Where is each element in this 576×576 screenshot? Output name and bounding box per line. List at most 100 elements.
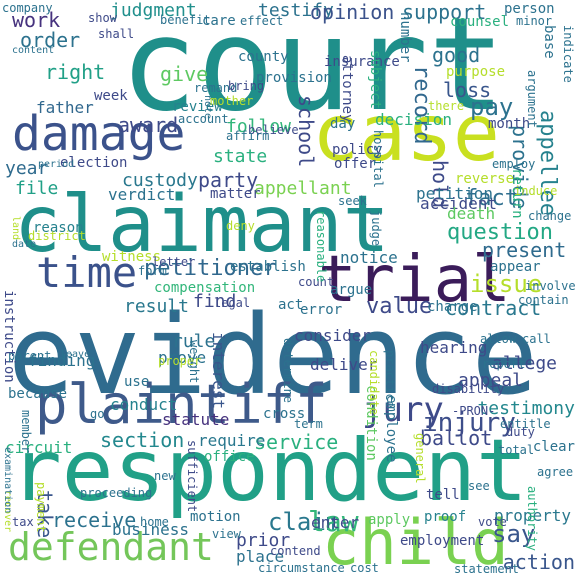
word-shall: shall xyxy=(98,27,135,41)
word-matter: matter xyxy=(210,186,261,202)
word-conduct: conduct xyxy=(110,395,178,414)
word-allege: allege xyxy=(492,353,558,374)
word-question: question xyxy=(447,220,553,245)
word-petition: petition xyxy=(416,184,494,203)
word-employ: employ xyxy=(492,157,536,171)
word-finding: finding xyxy=(28,351,96,370)
word-vote: vote xyxy=(478,515,507,529)
word-contain: contain xyxy=(518,293,569,307)
word-period: period xyxy=(38,159,75,170)
word-candidate: candidate xyxy=(367,350,381,416)
word-tax: tax xyxy=(12,515,34,529)
word-act: act xyxy=(278,297,304,313)
word-trial: trial xyxy=(318,243,511,317)
word-notice: notice xyxy=(340,248,398,267)
word-decision: decision xyxy=(375,110,453,129)
word-year: year xyxy=(5,158,49,179)
word-care: care xyxy=(202,13,236,29)
word-disability: disability xyxy=(432,382,505,396)
word-appear: appear xyxy=(490,259,541,275)
word-find: find xyxy=(193,291,237,312)
word-plaintiff: plaintiff xyxy=(35,373,328,436)
word-home: home xyxy=(140,515,169,529)
word-property: property xyxy=(494,506,572,525)
word-claim: claim xyxy=(268,508,341,536)
word-law: law xyxy=(308,505,359,538)
word-statute: statute xyxy=(162,410,230,429)
word-interest: interest xyxy=(209,332,228,410)
word-member: member xyxy=(19,410,33,454)
word-party: party xyxy=(198,168,259,192)
word-issue: issue xyxy=(470,270,543,298)
word-parent: parent xyxy=(8,349,52,363)
word-there: there xyxy=(428,99,465,113)
word-award: award xyxy=(118,113,179,137)
word-new: new xyxy=(154,469,176,483)
word-damage: damage xyxy=(12,106,186,162)
word-because: because xyxy=(8,386,68,402)
word-opinion: opinion xyxy=(310,0,395,24)
word-say: say xyxy=(492,520,536,548)
word-statement: statement xyxy=(454,562,520,576)
word-follow: follow xyxy=(226,116,292,137)
word-provision: provision xyxy=(256,70,332,86)
word-minor: minor xyxy=(516,14,553,28)
word-require: require xyxy=(198,431,266,450)
word-account: account xyxy=(178,112,229,126)
word-accident: accident xyxy=(420,194,498,213)
word-place: place xyxy=(236,547,285,566)
word-entitle: entitle xyxy=(500,417,551,431)
word-reasonable: reasonable xyxy=(314,210,328,283)
word-proof: proof xyxy=(424,509,467,525)
word-business: business xyxy=(112,520,190,539)
word-insurance: insurance xyxy=(324,54,400,70)
word-fact: fact xyxy=(465,186,518,211)
word-support: support xyxy=(402,0,487,24)
word-proper: proper xyxy=(158,354,202,368)
word-judgment: judgment xyxy=(110,0,197,21)
word-examination: examination xyxy=(2,447,13,514)
word-court: court xyxy=(120,0,506,140)
word-show: show xyxy=(88,11,117,25)
word-mother: mother xyxy=(210,94,254,108)
word-deny: deny xyxy=(226,219,255,233)
word-use: use xyxy=(124,374,150,390)
word-testimony: testimony xyxy=(477,398,575,419)
word-subject: subject xyxy=(367,50,383,110)
word-evidence: evidence xyxy=(8,291,538,419)
word-base: base xyxy=(541,25,557,59)
word-enter: enter xyxy=(311,513,360,532)
word-child: child xyxy=(322,506,509,576)
word-sufficient: sufficient xyxy=(185,440,199,513)
word-respondent: respondent xyxy=(10,421,528,521)
word-review: review xyxy=(172,99,223,115)
word-total: total xyxy=(498,443,535,457)
word-count: count xyxy=(298,275,335,289)
word-week: week xyxy=(94,88,128,104)
word-county: county xyxy=(238,49,289,65)
word-agree: agree xyxy=(537,465,574,479)
word-report: report xyxy=(482,357,526,371)
word-contract: contract xyxy=(445,296,542,320)
word-practice: practice xyxy=(383,350,397,408)
word-hearing: hearing xyxy=(420,338,488,357)
word-leave: leave xyxy=(60,349,91,360)
word-motion: motion xyxy=(190,509,241,525)
word-injury: injury xyxy=(422,408,516,438)
word-reason: reason xyxy=(33,220,84,236)
word-instruction: instruction xyxy=(1,290,17,383)
word-error: error xyxy=(300,302,343,318)
word-benefit: benefit xyxy=(160,13,211,27)
word-order: order xyxy=(20,28,81,52)
word-contend: contend xyxy=(270,544,321,558)
word-number: number xyxy=(397,12,413,63)
word-appeal: appeal xyxy=(458,370,524,391)
word-company: company xyxy=(2,1,53,15)
word-section: section xyxy=(100,428,185,452)
word-content: content xyxy=(12,45,55,56)
word-believe: believe xyxy=(248,123,299,137)
word-date: date xyxy=(12,239,37,250)
word-cost: cost xyxy=(350,561,379,575)
word-call: call xyxy=(522,332,551,346)
